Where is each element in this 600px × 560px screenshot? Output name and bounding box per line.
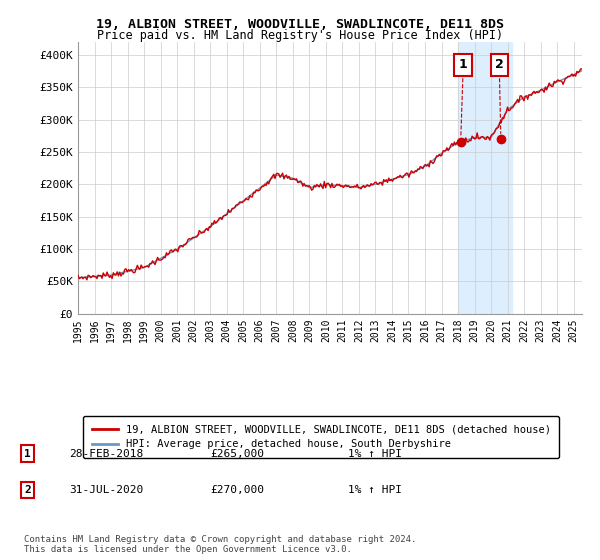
Legend: 19, ALBION STREET, WOODVILLE, SWADLINCOTE, DE11 8DS (detached house), HPI: Avera: 19, ALBION STREET, WOODVILLE, SWADLINCOT…: [83, 416, 559, 458]
Text: 19, ALBION STREET, WOODVILLE, SWADLINCOTE, DE11 8DS: 19, ALBION STREET, WOODVILLE, SWADLINCOT…: [96, 18, 504, 31]
Text: 1% ↑ HPI: 1% ↑ HPI: [348, 449, 402, 459]
Text: 31-JUL-2020: 31-JUL-2020: [69, 485, 143, 495]
Text: £265,000: £265,000: [210, 449, 264, 459]
Text: 2: 2: [24, 485, 31, 495]
Text: 1% ↑ HPI: 1% ↑ HPI: [348, 485, 402, 495]
Bar: [458, 42, 512, 314]
Text: 28-FEB-2018: 28-FEB-2018: [69, 449, 143, 459]
Text: Price paid vs. HM Land Registry's House Price Index (HPI): Price paid vs. HM Land Registry's House …: [97, 29, 503, 42]
Text: £270,000: £270,000: [210, 485, 264, 495]
Text: 1: 1: [458, 58, 467, 71]
Text: Contains HM Land Registry data © Crown copyright and database right 2024.
This d: Contains HM Land Registry data © Crown c…: [24, 535, 416, 554]
Text: 2: 2: [495, 58, 504, 71]
Text: 1: 1: [24, 449, 31, 459]
